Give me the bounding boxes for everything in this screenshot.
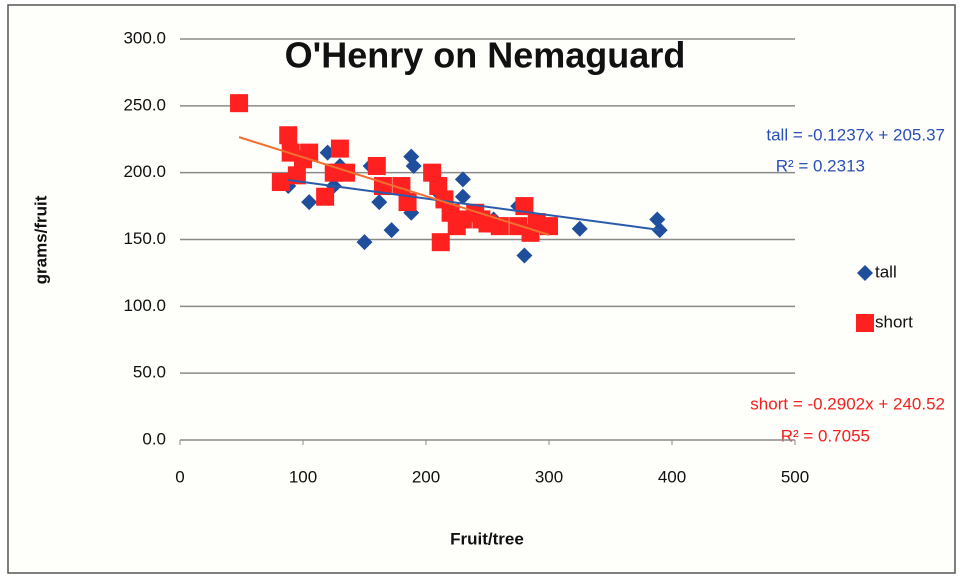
y-tick-label: 150.0 xyxy=(123,229,166,248)
data-point xyxy=(454,188,471,205)
data-point xyxy=(540,217,558,236)
data-point xyxy=(649,211,666,228)
x-tick-label: 100 xyxy=(289,467,317,486)
x-tick-label: 0 xyxy=(175,467,184,486)
trendline-r2: R² = 0.2313 xyxy=(776,156,865,175)
data-point xyxy=(337,163,356,182)
y-tick-label: 0.0 xyxy=(142,429,166,448)
y-tick-label: 250.0 xyxy=(123,95,166,114)
data-point xyxy=(383,222,400,239)
data-point xyxy=(367,156,386,175)
data-point xyxy=(316,187,335,206)
y-tick-label: 50.0 xyxy=(133,363,166,382)
data-point xyxy=(271,173,290,192)
data-point xyxy=(431,233,450,252)
x-tick-label: 400 xyxy=(658,467,686,486)
x-axis-label: Fruit/tree xyxy=(450,529,524,548)
data-point xyxy=(230,94,249,113)
data-point xyxy=(371,194,388,211)
legend-marker xyxy=(857,265,873,281)
y-axis-label: grams/fruit xyxy=(31,195,50,284)
trendline-r2: R² = 0.7055 xyxy=(781,426,870,445)
data-point xyxy=(330,139,349,158)
trendline xyxy=(288,179,660,231)
chart-frame xyxy=(7,4,956,574)
x-tick-label: 200 xyxy=(412,467,440,486)
y-tick-label: 300.0 xyxy=(123,28,166,47)
x-tick-label: 300 xyxy=(535,467,563,486)
legend-label: tall xyxy=(875,262,897,281)
legend-label: short xyxy=(875,312,913,331)
chart-title: O'Henry on Nemaguard xyxy=(285,35,686,76)
y-tick-label: 200.0 xyxy=(123,162,166,181)
data-point xyxy=(454,171,471,188)
legend-marker xyxy=(856,314,874,332)
data-point xyxy=(651,222,668,239)
data-point xyxy=(405,157,422,174)
data-point xyxy=(516,247,533,264)
data-point xyxy=(279,126,298,145)
trendline xyxy=(238,136,550,236)
trendline-equation: short = -0.2902x + 240.52 xyxy=(750,394,945,413)
data-point xyxy=(571,220,588,237)
x-tick-label: 500 xyxy=(781,467,809,486)
trendline-equation: tall = -0.1237x + 205.37 xyxy=(766,125,945,144)
data-point xyxy=(356,234,373,251)
y-tick-label: 100.0 xyxy=(123,296,166,315)
data-point xyxy=(301,194,318,211)
